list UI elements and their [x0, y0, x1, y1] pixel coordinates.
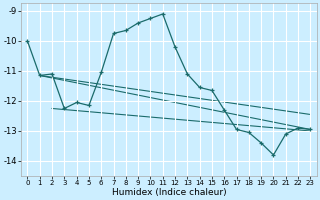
X-axis label: Humidex (Indice chaleur): Humidex (Indice chaleur)	[112, 188, 226, 197]
